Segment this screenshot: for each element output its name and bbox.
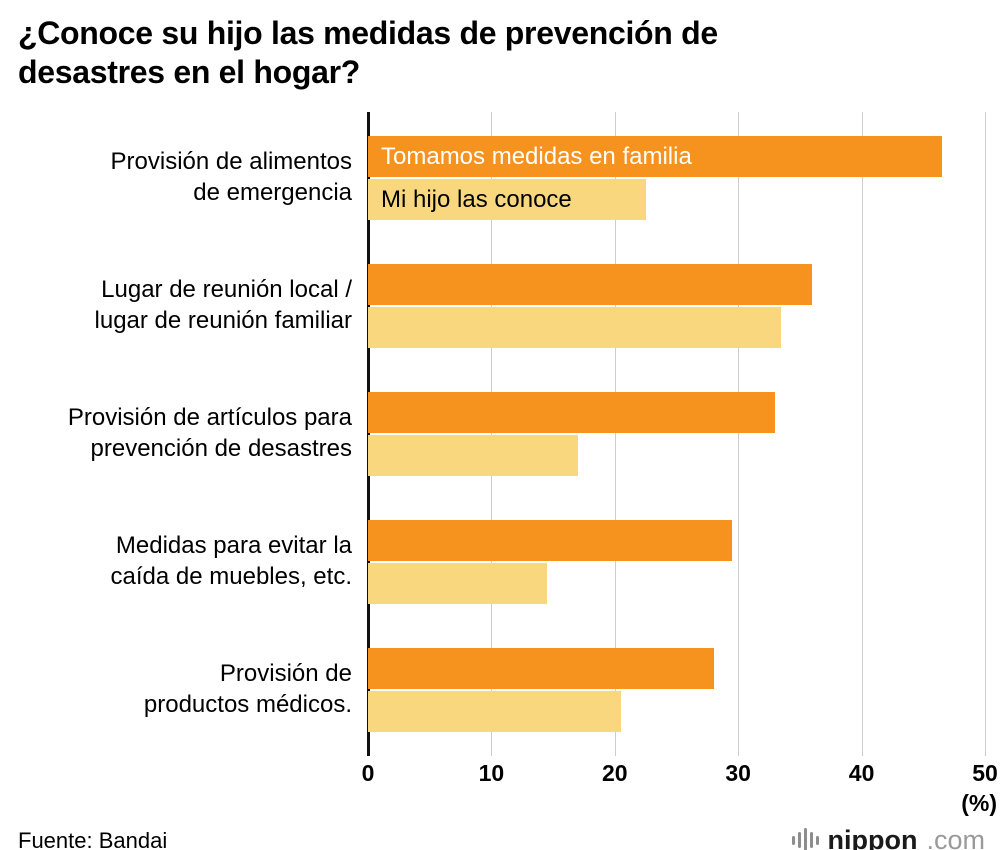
category-label: Provisión de alimentos de emergencia xyxy=(110,148,352,206)
chart-row: Provisión de productos médicos. xyxy=(18,648,985,732)
bar-group xyxy=(368,392,985,476)
bar-series1 xyxy=(368,392,776,433)
gridline xyxy=(861,112,863,756)
gridline xyxy=(491,112,493,756)
y-axis-line xyxy=(367,112,370,756)
gridline xyxy=(738,112,740,756)
category-label: Medidas para evitar la caída de muebles,… xyxy=(110,532,352,590)
bar-series1 xyxy=(368,264,813,305)
category-label: Lugar de reunión local / lugar de reunió… xyxy=(94,276,352,334)
nippon-logo: nippon .com xyxy=(791,824,985,850)
chart-title: ¿Conoce su hijo las medidas de prevenció… xyxy=(18,15,718,91)
bar-group xyxy=(368,520,985,604)
bar-chart: Provisión de alimentos de emergencia Toma… xyxy=(18,112,998,826)
bar-series1 xyxy=(368,520,733,561)
bar-series2 xyxy=(368,435,578,476)
bar-group: Tomamos medidas en familia Mi hijo las co… xyxy=(368,136,985,220)
x-tick-label: 10 xyxy=(478,760,505,786)
x-tick-label: 40 xyxy=(848,760,875,786)
logo-tld: .com xyxy=(926,824,985,850)
bar-series2 xyxy=(368,691,621,732)
chart-row: Provisión de alimentos de emergencia Toma… xyxy=(18,136,985,220)
footer: Fuente: Bandai nippon .com xyxy=(18,826,985,850)
chart-row: Lugar de reunión local / lugar de reunió… xyxy=(18,264,985,348)
bar-series2 xyxy=(368,563,547,604)
series-legend-label: Tomamos medidas en familia xyxy=(381,142,692,170)
logo-name: nippon xyxy=(827,824,918,850)
gridlines xyxy=(367,112,986,756)
x-tick-label: 20 xyxy=(602,760,628,786)
gridline xyxy=(985,112,986,756)
chart-row: Provisión de artículos para prevención d… xyxy=(18,392,985,476)
chart-rows: Provisión de alimentos de emergencia Toma… xyxy=(18,136,985,732)
bar-group xyxy=(368,264,985,348)
x-axis-unit: (%) xyxy=(961,790,997,816)
series-legend-label: Mi hijo las conoce xyxy=(381,185,572,213)
source-text: Fuente: Bandai xyxy=(18,828,168,850)
category-label: Provisión de productos médicos. xyxy=(143,660,352,718)
soundwave-icon xyxy=(791,826,819,850)
bar-series1: Tomamos medidas en familia xyxy=(368,136,942,177)
bar-series1 xyxy=(368,648,714,689)
chart-plot-area: Provisión de alimentos de emergencia Toma… xyxy=(18,112,986,756)
x-tick-label: 0 xyxy=(361,760,375,786)
x-axis: 0 10 20 30 40 50 (%) xyxy=(362,756,998,826)
bar-series2 xyxy=(368,307,782,348)
category-label: Provisión de artículos para prevención d… xyxy=(67,404,352,462)
bar-series2: Mi hijo las conoce xyxy=(368,179,646,220)
x-tick-label: 50 xyxy=(972,760,998,786)
chart-row: Medidas para evitar la caída de muebles,… xyxy=(18,520,985,604)
x-tick-label: 30 xyxy=(725,760,751,786)
gridline xyxy=(614,112,616,756)
bar-group xyxy=(368,648,985,732)
